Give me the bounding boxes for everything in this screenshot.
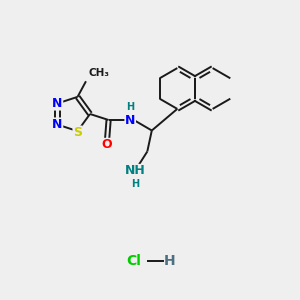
Text: NH: NH	[125, 164, 146, 178]
Text: N: N	[52, 97, 63, 110]
Text: H: H	[126, 102, 134, 112]
Text: S: S	[73, 126, 82, 139]
Text: O: O	[102, 138, 112, 152]
Text: H: H	[131, 179, 139, 189]
Text: CH₃: CH₃	[88, 68, 110, 78]
Text: N: N	[125, 113, 135, 127]
Text: H: H	[164, 254, 175, 268]
Text: N: N	[52, 118, 63, 131]
Text: Cl: Cl	[126, 254, 141, 268]
